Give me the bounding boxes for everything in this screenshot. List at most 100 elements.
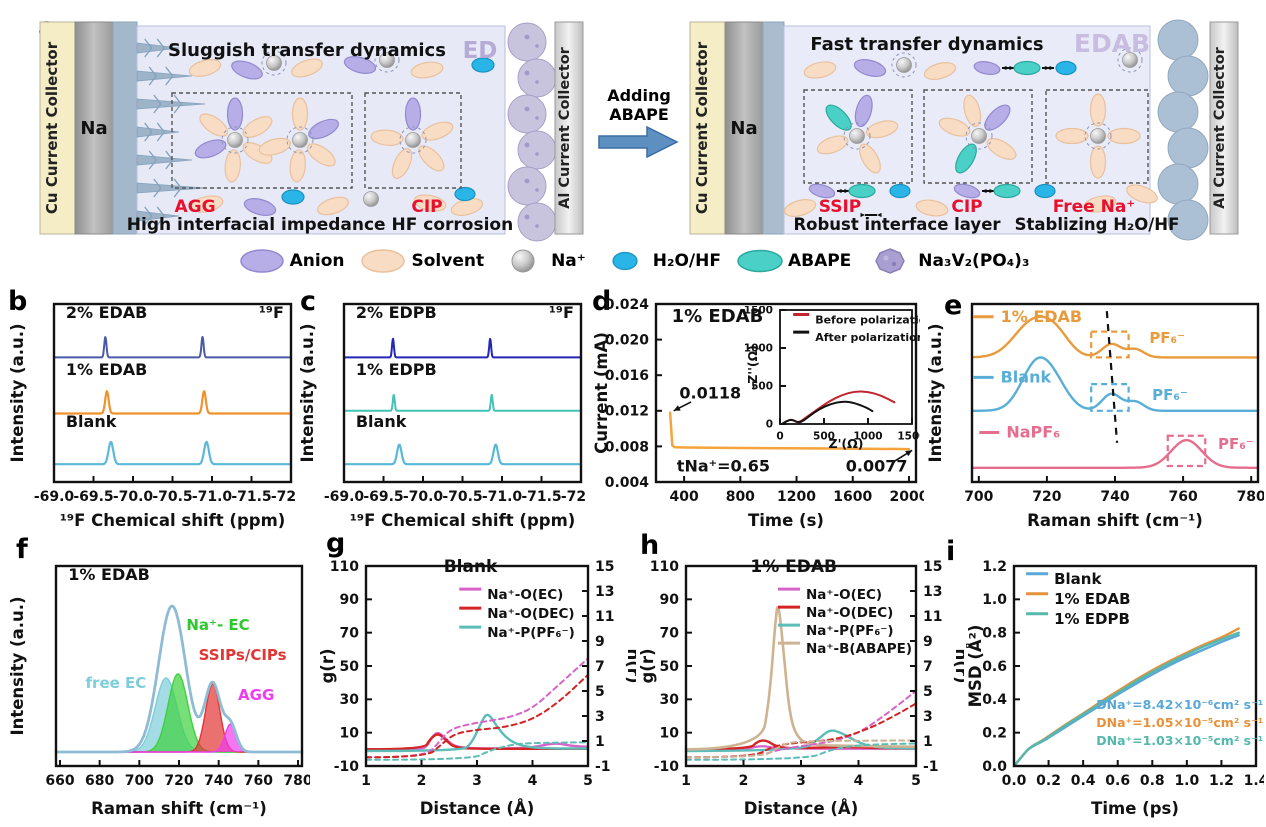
x-tick-label: 1 — [681, 773, 691, 789]
cathode-particle — [517, 130, 557, 170]
sol-molecule-icon — [370, 129, 404, 146]
chart-e-raman: 700 720 740 760 780 Raman shift (cm⁻¹) Intensi… — [926, 302, 1266, 530]
y2-tick-label: 7 — [923, 659, 933, 675]
x-tick-label: 0.2 — [1036, 773, 1061, 789]
x-tick-label: 1000 — [853, 431, 882, 443]
panel-label-e: e — [944, 290, 963, 321]
x-tick-label: 2000 — [889, 489, 924, 505]
adding-abape-block: Adding ABAPE — [597, 86, 681, 164]
y2-tick-label: 5 — [595, 684, 605, 700]
y2-tick-label: 15 — [595, 559, 614, 575]
solvation-shell-circle — [286, 126, 314, 154]
legend-label: Na⁺-P(PF₆⁻) — [806, 623, 894, 639]
x-tick-label: 0.0 — [1002, 773, 1027, 789]
arrowhead — [905, 450, 913, 457]
arrowhead — [1042, 65, 1047, 71]
na-ion-icon — [971, 128, 987, 144]
y-tick-label: 90 — [660, 592, 680, 608]
x-tick-label: 660 — [45, 773, 74, 789]
schematic-ed-electrolyte: Cu Current Collector Na Sluggish transfe… — [39, 21, 584, 242]
y-tick-label: 1000 — [744, 343, 773, 355]
sol-molecule-icon — [816, 135, 849, 155]
sol-molecule-icon — [224, 149, 241, 183]
panel-label-g: g — [326, 528, 346, 559]
free-na-dashed-box — [1045, 89, 1149, 184]
legend-item-label: Solvent — [411, 251, 485, 271]
series-n Na⁺-P(PF₆⁻) — [685, 742, 917, 761]
sol-molecule-icon — [413, 194, 447, 212]
y-tick-label: 70 — [660, 626, 680, 642]
x-axis-label: Raman shift (cm⁻¹) — [1027, 511, 1203, 530]
plot-background — [54, 304, 291, 482]
x-tick-label: 740 — [1100, 489, 1129, 505]
arrowhead — [1002, 65, 1007, 71]
solvation-shell-circle — [891, 52, 917, 78]
x-tick-label: -70.5 — [152, 489, 192, 505]
annotation-label: tNa⁺=0.65 — [677, 456, 770, 475]
x-axis-label: Time (ps) — [1091, 799, 1179, 818]
sol-molecule-icon — [859, 143, 881, 174]
x-tick-label: 2 — [739, 773, 749, 789]
plot-background — [780, 310, 912, 424]
y-axis-label: Intensity (a.u.) — [8, 323, 27, 462]
x-tick-label: -69.5 — [363, 489, 403, 505]
series-fill-Na⁺- EC — [56, 674, 302, 752]
annotation-label: PF₆⁻ — [1149, 329, 1185, 347]
tea-molecule-icon — [1013, 60, 1041, 76]
blu-molecule-icon — [1055, 60, 1077, 76]
sol-molecule-icon — [803, 61, 837, 79]
sol-molecule-icon — [199, 113, 229, 137]
legend-label: Na⁺-O(EC) — [487, 587, 563, 603]
x-tick-label: -69.5 — [73, 489, 113, 505]
blu-molecule-icon — [281, 189, 305, 205]
panel-label-f: f — [16, 534, 28, 565]
sol-molecule-icon — [783, 199, 817, 217]
cathode-particle — [1157, 163, 1199, 205]
ani-molecule-icon — [404, 97, 422, 131]
series-1% EDPB — [343, 393, 582, 412]
y-tick-label: 70 — [340, 626, 360, 642]
agg-dashed-box — [171, 92, 353, 189]
series-Blank — [52, 440, 293, 466]
y-tick-label: 0.024 — [605, 297, 650, 313]
annotation-label: ¹⁹F — [259, 303, 284, 322]
y-tick-label: 0.2 — [982, 726, 1007, 742]
blu-molecule-icon — [454, 186, 476, 202]
sol-molecule-icon — [317, 196, 349, 216]
x-tick-label: -71.5 — [231, 489, 271, 505]
edab-bottom-text-1: Robust interface layer — [793, 215, 1001, 234]
legend-label: Na⁺-O(DEC) — [806, 605, 893, 621]
y-tick-label: -10 — [334, 759, 360, 775]
annotation-label: Na⁺- EC — [186, 616, 249, 634]
plot-background — [686, 566, 916, 766]
x-tick-label: 3 — [796, 773, 806, 789]
na-ion-icon — [1090, 128, 1106, 144]
right-arrow-icon — [598, 126, 679, 159]
y-tick-label: 500 — [751, 381, 773, 393]
legend-label: Before polarization — [815, 313, 920, 326]
dendrite-spike — [136, 154, 193, 166]
y-tick-label: 0.0 — [982, 759, 1007, 775]
y2-tick-label: 9 — [595, 634, 605, 650]
na-label: Na — [730, 118, 757, 139]
x-tick-label: 740 — [204, 773, 233, 789]
ani-molecule-icon — [194, 139, 227, 159]
arrowhead — [877, 212, 882, 218]
sol-molecule-icon — [938, 117, 971, 137]
panel-i: 0.0 0.2 0.4 0.6 0.8 1.0 1.2 1.4 0.0 0.2 0.4 0.6 0.8 1… — [966, 556, 1266, 826]
annotation-label: DNa⁺=8.42×10⁻⁶cm² s⁻¹ — [1096, 697, 1263, 712]
series-1% EDAB — [970, 315, 1260, 359]
series-Blank — [970, 356, 1260, 412]
series-1% EDAB — [668, 411, 911, 451]
tea-molecule-icon — [993, 183, 1021, 199]
annotation-label: Blank — [66, 412, 117, 431]
ani-molecule-icon — [226, 97, 244, 131]
plot-background — [344, 304, 581, 482]
legend-label: Na⁺-B(ABAPE) — [806, 641, 912, 657]
series-n Na⁺-O(DEC) — [365, 673, 589, 759]
na-ion-icon — [405, 132, 421, 148]
y2-tick-label: 1 — [595, 734, 605, 750]
y2-axis-label: n(r) — [624, 649, 636, 684]
solvation-shell-circle — [374, 47, 400, 73]
panel-b: -69.0-69.5-70.0-70.5-71.0-71.5-72.0 ¹⁹F C… — [8, 296, 311, 538]
